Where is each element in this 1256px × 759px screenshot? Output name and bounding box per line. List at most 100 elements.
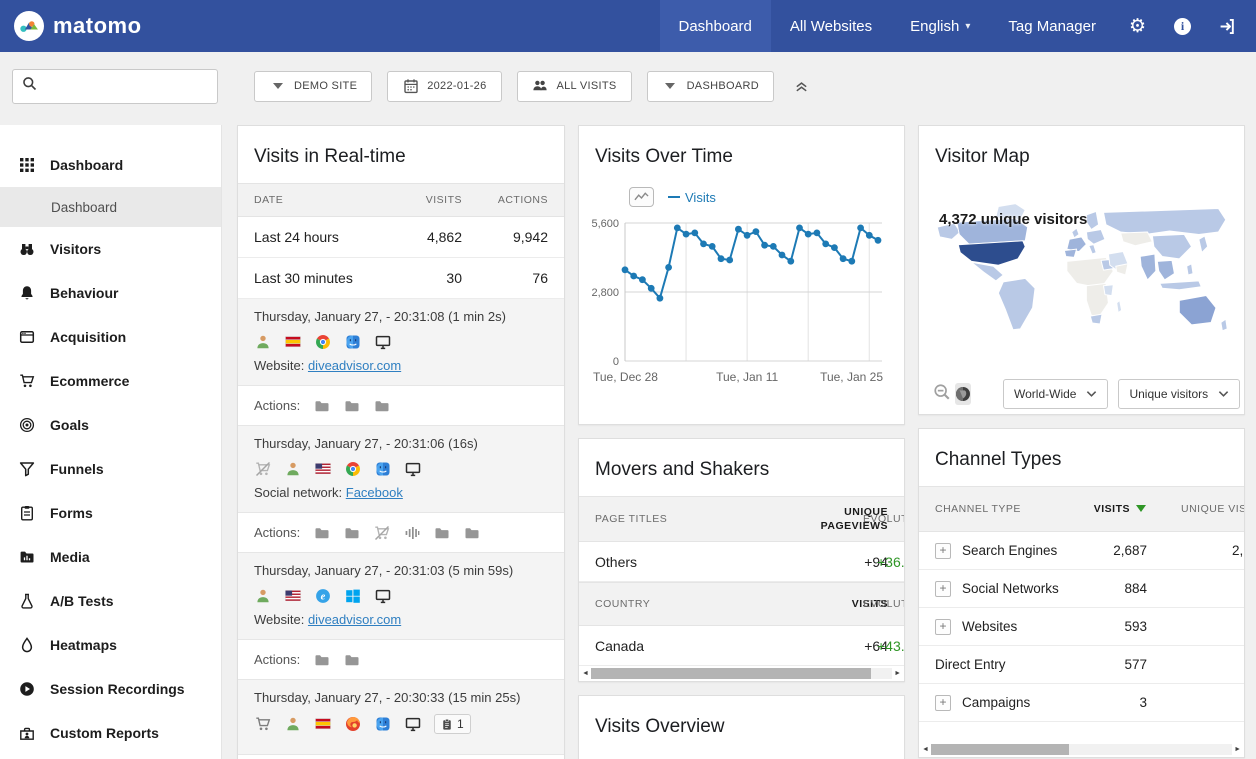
toolbar-button-dashboard[interactable]: DASHBOARD [646,70,774,102]
desktop-icon [374,333,391,350]
macos-icon [374,460,391,477]
channel-row-social-networks[interactable]: + Social Networks 884 [919,570,1244,608]
sidebar-item-dashboard[interactable]: Dashboard [0,143,221,187]
sidebar-item-a-b-tests[interactable]: A/B Tests [0,579,221,623]
collapse-dashboard-icon[interactable] [794,79,809,94]
sidebar-item-visitors[interactable]: Visitors [0,227,221,271]
referrer-link[interactable]: diveadvisor.com [307,358,402,373]
movers-table-header: PAGE TITLES UNIQUE PAGEVIEWSEVOLUTION [579,496,904,543]
pageviews-badge: 1 [434,714,471,734]
search-box[interactable] [12,68,218,104]
macos-icon [344,333,361,350]
visit-icons: e [254,587,548,604]
sidebar-item-behaviour[interactable]: Behaviour [0,271,221,315]
matomo-brand[interactable]: matomo [0,11,142,41]
toolbar-button-2022-01-26[interactable]: 2022-01-26 [387,70,502,102]
referrer-label: Website: [254,358,308,373]
shopping-cart-icon [18,373,35,390]
toolbar-button-label: DEMO SITE [294,80,358,92]
nav-item-all-websites[interactable]: All Websites [771,0,891,52]
movers-row-value: +64 [864,637,888,654]
sidebar-item-label: Session Recordings [50,681,185,697]
movers-hscrollbar[interactable]: ◄ ► [579,666,904,682]
scroll-thumb[interactable] [590,668,871,680]
nav-item-dashboard[interactable]: Dashboard [659,0,771,52]
scroll-left-arrow[interactable]: ◄ [582,670,589,678]
channel-row-campaigns[interactable]: + Campaigns 3 [919,684,1244,722]
folder-icon [433,524,450,541]
sidebar-item-funnels[interactable]: Funnels [0,447,221,491]
world-map[interactable]: 4,372 unique visitors [925,183,1238,369]
expand-row-icon[interactable]: + [935,618,951,635]
expand-row-icon[interactable]: + [935,694,951,711]
legend-visits[interactable]: Visits [668,190,716,205]
realtime-summary-row: Last 24 hours 4,862 9,942 [238,217,564,258]
widget-title-visitor-map: Visitor Map [935,146,1030,167]
sidebar-subitem-dashboard[interactable]: Dashboard [0,187,221,227]
channel-types-hscrollbar[interactable]: ◄ ► [919,742,1244,757]
settings-gear-icon[interactable]: ⚙ [1115,0,1160,52]
channel-row-search-engines[interactable]: + Search Engines 2,687 2, [919,532,1244,570]
scroll-thumb[interactable] [930,744,1070,755]
info-icon[interactable]: i [1160,0,1205,52]
movers-header-metric: VISITS [851,598,888,611]
returning-visitor-icon [254,587,271,604]
scroll-track[interactable] [930,744,1233,755]
sidebar-item-forms[interactable]: Forms [0,491,221,535]
channel-unique-visitors: 2, [1232,543,1244,558]
scroll-right-arrow[interactable]: ► [894,670,901,678]
signout-icon[interactable] [1205,0,1250,52]
sort-descending-icon[interactable] [1136,505,1146,513]
expand-row-icon[interactable]: + [935,580,951,597]
map-metric-select[interactable]: Unique visitors [1118,379,1241,409]
nav-item-tag-manager[interactable]: Tag Manager [989,0,1115,52]
sidebar-item-label: Funnels [50,461,104,477]
sidebar-subitem-label: Dashboard [51,199,118,215]
sidebar-item-label: Behaviour [50,285,119,301]
zoom-out-icon[interactable] [933,383,951,406]
sidebar-item-custom-reports[interactable]: Custom Reports [0,711,221,755]
returning-visitor-icon [284,716,301,733]
toolbar-button-demo-site[interactable]: DEMO SITE [254,70,373,102]
nav-item-label: English [910,17,960,35]
nav-item-english[interactable]: English ▾ [891,0,989,52]
sidebar-item-acquisition[interactable]: Acquisition [0,315,221,359]
referrer-link[interactable]: Facebook [345,485,403,500]
map-region-select[interactable]: World-Wide [1003,379,1109,409]
summary-label: Last 24 hours [254,229,339,245]
scroll-right-arrow[interactable]: ► [1234,746,1241,753]
export-image-icon[interactable] [629,187,654,207]
channel-header-unique-visitors: UNIQUE VISITORS [1181,503,1244,515]
movers-row-label: Canada [595,637,645,654]
calendar-icon [402,78,419,95]
channel-row-direct-entry[interactable]: Direct Entry 577 [919,646,1244,684]
search-input[interactable] [37,77,208,95]
movers-row[interactable]: Canada +64 +43. [579,626,904,667]
channel-label: Websites [962,619,1018,634]
sidebar-item-ecommerce[interactable]: Ecommerce [0,359,221,403]
widget-visits-overview: Visits Overview [578,695,905,759]
globe-icon[interactable] [955,383,971,405]
summary-value: 30 [446,270,462,286]
scroll-left-arrow[interactable]: ◄ [922,746,929,753]
movers-row[interactable]: Others +94 +36. [579,542,904,583]
sidebar-item-media[interactable]: Media [0,535,221,579]
realtime-header-actions: ACTIONS [497,194,548,206]
sidebar-item-goals[interactable]: Goals [0,403,221,447]
referrer-link[interactable]: diveadvisor.com [307,612,402,627]
sidebar-nav: Dashboard Dashboard Visitors Behaviour Acqui… [0,125,222,759]
sidebar-item-label: Media [50,549,90,565]
caret-down-icon: ▾ [965,20,971,32]
flask-icon [18,593,35,610]
visits-line-chart-svg[interactable]: 0 2,800 5,600 Tue, Dec 28 Tue, Jan 11 Tue, Ja… [587,209,884,409]
sidebar-item-heatmaps[interactable]: Heatmaps [0,623,221,667]
expand-row-icon[interactable]: + [935,542,951,559]
toolbar-button-all-visits[interactable]: ALL VISITS [516,70,632,102]
abandoned-cart-icon [254,460,271,477]
scroll-track[interactable] [590,668,893,680]
channel-row-websites[interactable]: + Websites 593 [919,608,1244,646]
sidebar-item-session-recordings[interactable]: Session Recordings [0,667,221,711]
folder-icon [463,524,480,541]
realtime-body: DATE VISITS ACTIONS Last 24 hours 4,862 9,942… [238,183,564,755]
